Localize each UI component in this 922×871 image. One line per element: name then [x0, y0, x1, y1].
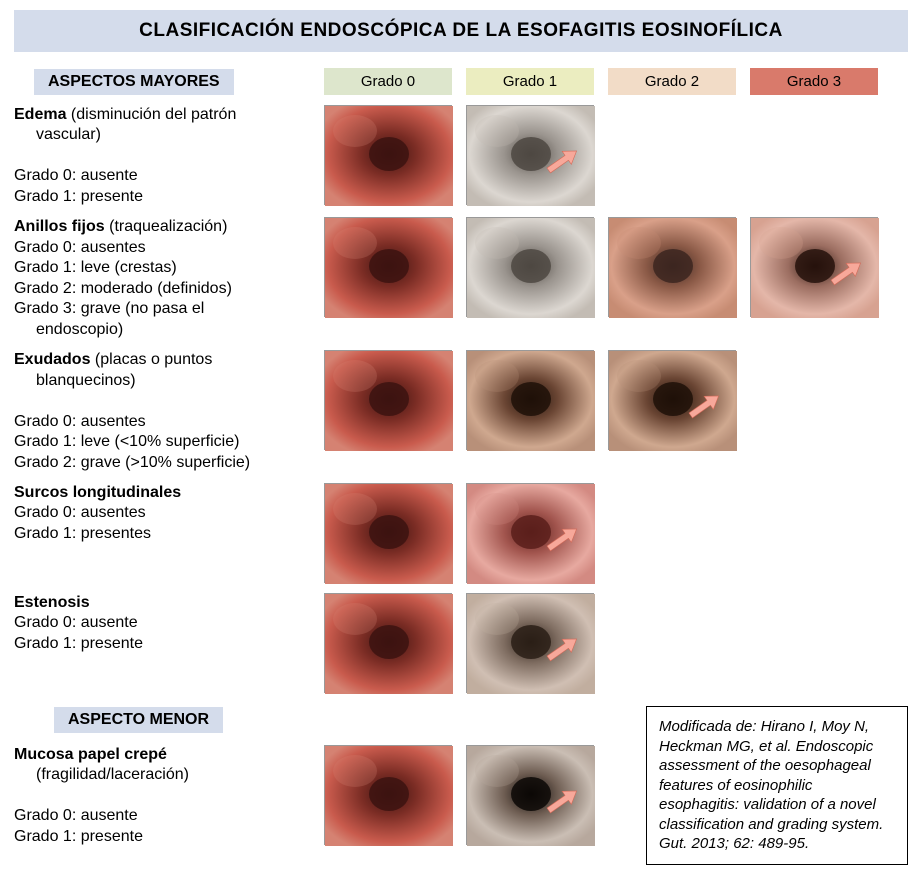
- feature-description: Mucosa papel crepé(fragilidad/laceración…: [14, 745, 324, 847]
- citation-box: Modificada de: Hirano I, Moy N, Heckman …: [646, 706, 908, 865]
- grade-headers: Grado 0 Grado 1 Grado 2 Grado 3: [324, 68, 878, 95]
- feature-row: Surcos longitudinalesGrado 0: ausentesGr…: [14, 483, 908, 583]
- content-area: ASPECTOS MAYORES Grado 0Grado 1Grado 2Gr…: [0, 68, 922, 871]
- grade-header-0: Grado 0: [324, 68, 452, 95]
- feature-row: Edema (disminución del patrónvascular)Gr…: [14, 105, 908, 207]
- endoscopy-thumb-grade1: [466, 593, 594, 693]
- endoscopy-thumb-grade1: [466, 105, 594, 205]
- feature-images: [324, 105, 594, 207]
- minor-aspect-label: ASPECTO MENOR: [54, 707, 223, 733]
- endoscopy-thumb-grade0: [324, 745, 452, 845]
- page-title: CLASIFICACIÓN ENDOSCÓPICA DE LA ESOFAGIT…: [14, 10, 908, 52]
- endoscopy-thumb-grade0: [324, 350, 452, 450]
- feature-row: Anillos fijos (traquealización)Grado 0: …: [14, 217, 908, 340]
- feature-description: Exudados (placas o puntosblanquecinos)Gr…: [14, 350, 324, 473]
- feature-images: [324, 350, 736, 473]
- endoscopy-thumb-grade2: [608, 350, 736, 450]
- endoscopy-thumb-grade0: [324, 217, 452, 317]
- endoscopy-thumb-grade2: [608, 217, 736, 317]
- grade-header-1: Grado 1: [466, 68, 594, 95]
- endoscopy-thumb-grade0: [324, 593, 452, 693]
- feature-description: EstenosisGrado 0: ausenteGrado 1: presen…: [14, 593, 324, 693]
- major-aspects-label: ASPECTOS MAYORES: [34, 69, 234, 95]
- feature-images: [324, 217, 878, 340]
- feature-row: Exudados (placas o puntosblanquecinos)Gr…: [14, 350, 908, 473]
- feature-description: Edema (disminución del patrónvascular)Gr…: [14, 105, 324, 207]
- feature-description: Surcos longitudinalesGrado 0: ausentesGr…: [14, 483, 324, 583]
- feature-description: Anillos fijos (traquealización)Grado 0: …: [14, 217, 324, 340]
- endoscopy-thumb-grade0: [324, 105, 452, 205]
- endoscopy-thumb-grade1: [466, 217, 594, 317]
- endoscopy-thumb-grade0: [324, 483, 452, 583]
- endoscopy-thumb-grade1: [466, 350, 594, 450]
- header-row: ASPECTOS MAYORES Grado 0Grado 1Grado 2Gr…: [14, 68, 908, 95]
- grade-header-2: Grado 2: [608, 68, 736, 95]
- feature-row: EstenosisGrado 0: ausenteGrado 1: presen…: [14, 593, 908, 693]
- feature-images: [324, 483, 594, 583]
- endoscopy-thumb-grade1: [466, 745, 594, 845]
- feature-images: [324, 593, 594, 693]
- grade-header-3: Grado 3: [750, 68, 878, 95]
- endoscopy-thumb-grade1: [466, 483, 594, 583]
- endoscopy-thumb-grade3: [750, 217, 878, 317]
- feature-images: [324, 745, 594, 847]
